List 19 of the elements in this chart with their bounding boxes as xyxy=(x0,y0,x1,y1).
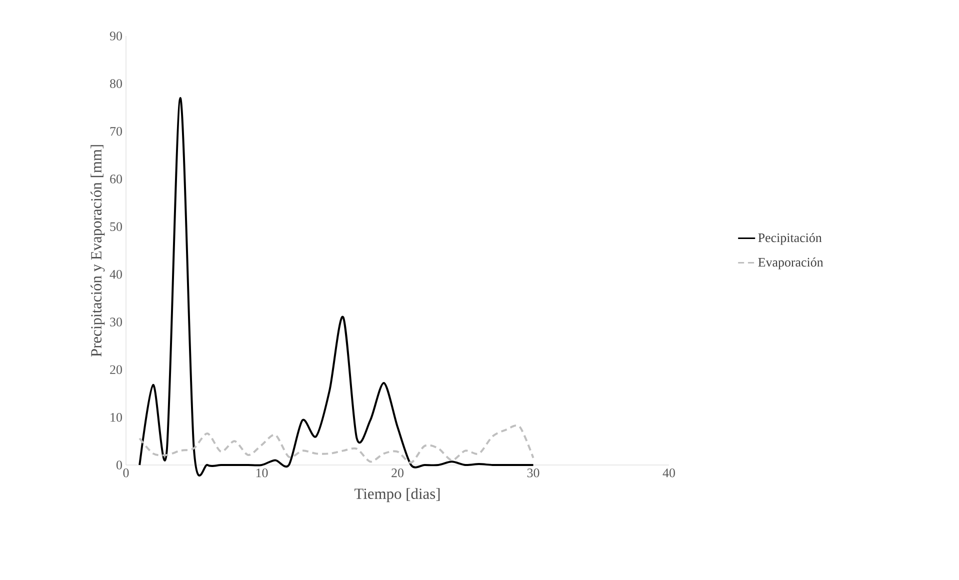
y-tick-label: 0 xyxy=(116,460,122,470)
x-tick-label: 30 xyxy=(527,468,540,478)
y-tick-label: 20 xyxy=(110,365,122,374)
x-tick-label: 20 xyxy=(392,468,404,478)
y-tick-label: 80 xyxy=(110,79,122,88)
x-tick-label: 10 xyxy=(256,468,268,478)
legend-label: Pecipitación xyxy=(758,233,822,245)
y-tick-label: 40 xyxy=(110,270,122,279)
y-tick-label: 30 xyxy=(110,318,122,326)
y-tick-label: 70 xyxy=(110,126,122,136)
legend-label: Evaporación xyxy=(758,258,824,270)
x-tick-label: 40 xyxy=(662,468,675,478)
x-axis-title: Tiempo [dias] xyxy=(354,488,440,502)
y-tick-label: 90 xyxy=(110,32,122,40)
y-axis-title: Precipitación y Evaporación [mm] xyxy=(90,145,105,357)
y-tick-label: 10 xyxy=(110,412,122,422)
y-tick-label: 50 xyxy=(110,222,122,232)
y-tick-label: 60 xyxy=(110,174,122,184)
x-tick-label: 0 xyxy=(123,468,129,478)
